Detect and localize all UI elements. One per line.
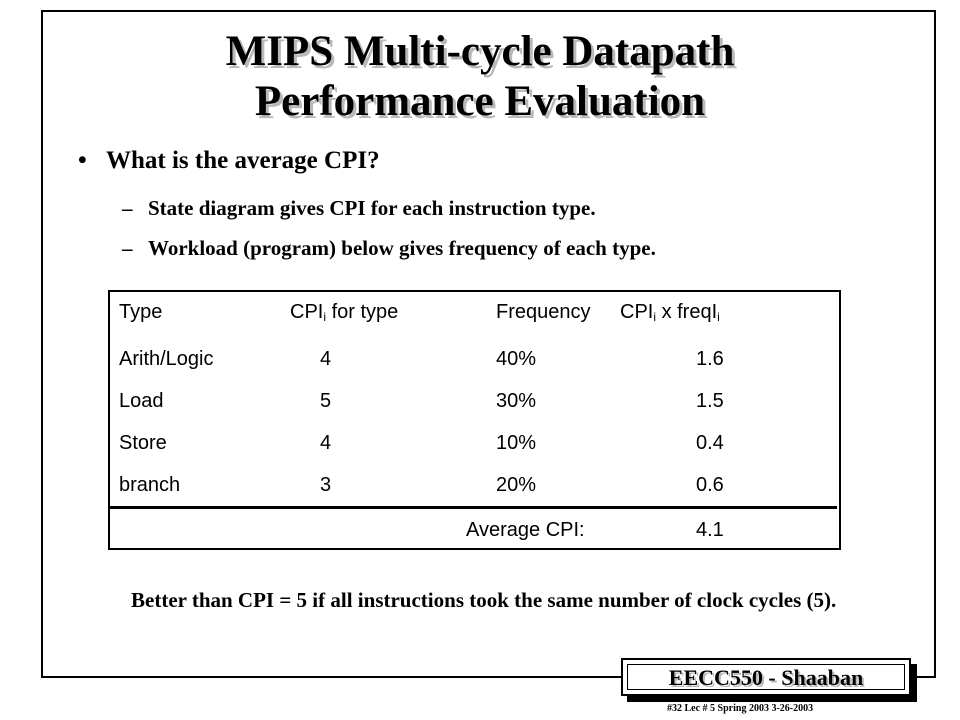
subpoint-state-diagram: – State diagram gives CPI for each instru…	[122, 195, 596, 221]
cpi-table: Type CPIi for type Frequency CPIi x freq…	[108, 290, 841, 550]
table-row-type: branch	[119, 474, 181, 496]
conclusion-note: Better than CPI = 5 if all instructions …	[131, 588, 837, 612]
subpoint-text: State diagram gives CPI for each instruc…	[148, 196, 596, 220]
table-row-product: 1.5	[696, 390, 724, 412]
table-row-frequency: 40%	[496, 348, 537, 370]
table-divider	[110, 506, 837, 509]
bullet-point: • What is the average CPI?	[78, 146, 380, 176]
header-frequency: Frequency	[496, 301, 591, 323]
subpoint-workload: – Workload (program) below gives frequenc…	[122, 235, 656, 261]
course-badge-label: EECC550 - Shaaban	[627, 664, 905, 690]
slide-title-line-2: Performance Evaluation	[254, 78, 706, 125]
header-cpi-x-freq: CPIi x freqIi	[620, 301, 720, 324]
table-row-type: Store	[119, 432, 167, 454]
header-type: Type	[119, 301, 163, 323]
slide-frame	[41, 10, 936, 678]
table-row-cpi: 3	[320, 474, 332, 496]
table-row-type: Arith/Logic	[119, 348, 214, 370]
table-row-product: 1.6	[696, 348, 724, 370]
table-row-frequency: 10%	[496, 432, 537, 454]
header-cpi: CPIi for type	[290, 301, 399, 324]
table-row-product: 0.6	[696, 474, 724, 496]
bullet-text: What is the average CPI?	[106, 147, 380, 174]
slide-footer: #32 Lec # 5 Spring 2003 3-26-2003	[667, 703, 814, 714]
table-row-product: 0.4	[696, 432, 724, 454]
slide-title-line-1: MIPS Multi-cycle Datapath	[225, 28, 735, 75]
table-row-cpi: 5	[320, 390, 332, 412]
table-row-type: Load	[119, 390, 164, 412]
average-cpi-value: 4.1	[696, 519, 724, 541]
table-row-frequency: 30%	[496, 390, 537, 412]
table-row-frequency: 20%	[496, 474, 537, 496]
bullet-dot: •	[78, 147, 87, 174]
sub-dash: –	[122, 196, 133, 220]
table-row-cpi: 4	[320, 432, 332, 454]
average-cpi-label: Average CPI:	[466, 519, 585, 541]
subpoint-text: Workload (program) below gives frequency…	[148, 236, 656, 260]
sub-dash: –	[122, 236, 133, 260]
table-row-cpi: 4	[320, 348, 332, 370]
course-badge: EECC550 - Shaaban	[621, 658, 911, 696]
